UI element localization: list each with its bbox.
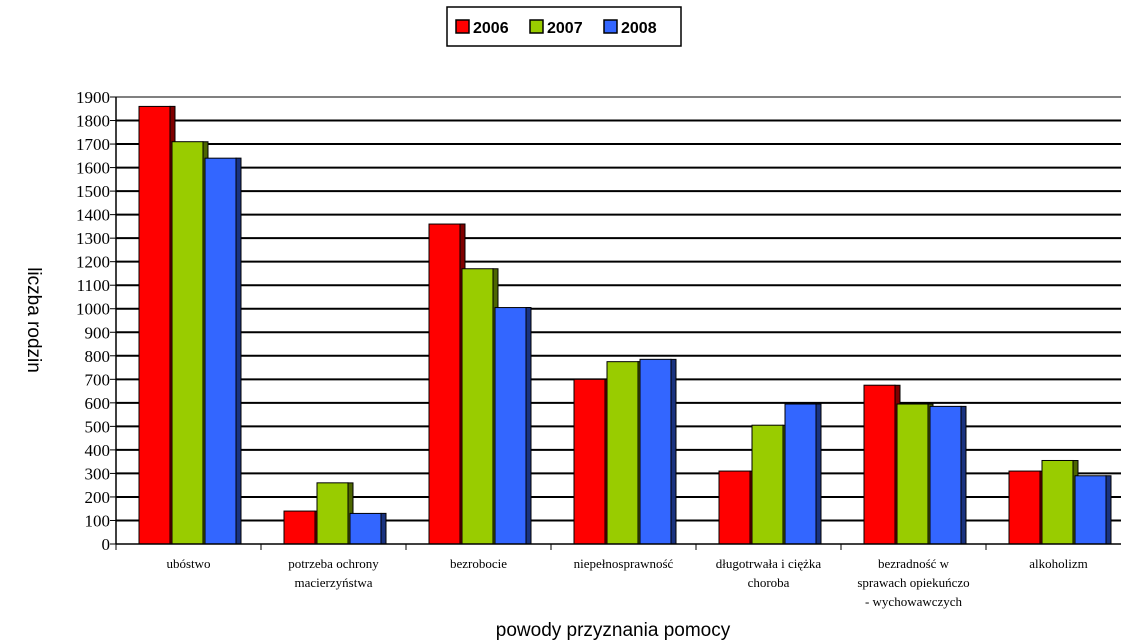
x-tick-label: potrzeba ochrony xyxy=(288,556,379,571)
bar-side xyxy=(525,307,532,545)
x-axis-title: powody przyznania pomocy xyxy=(496,620,731,641)
bar xyxy=(316,482,349,545)
bar xyxy=(461,268,494,545)
bar xyxy=(1041,459,1074,545)
bar xyxy=(896,403,929,545)
y-tick-label: 1800 xyxy=(76,112,110,131)
y-tick-label: 200 xyxy=(85,488,111,507)
legend-box xyxy=(446,6,682,47)
x-tick-label: bezrobocie xyxy=(450,556,507,571)
bar xyxy=(283,510,316,545)
y-tick-label: 900 xyxy=(85,323,111,342)
y-tick-label: 300 xyxy=(85,464,111,483)
x-tick-label: ubóstwo xyxy=(166,556,210,571)
x-tick-label: długotrwała i ciężka xyxy=(716,556,822,571)
x-tick-label: macierzyństwa xyxy=(295,575,373,590)
x-tick-label: alkoholizm xyxy=(1029,556,1088,571)
bar xyxy=(1074,475,1107,545)
bar xyxy=(494,307,527,545)
bars xyxy=(138,105,1112,545)
y-tick-label: 1700 xyxy=(76,135,110,154)
bar-side xyxy=(380,512,387,545)
bar xyxy=(718,470,751,545)
y-tick-label: 1100 xyxy=(77,276,110,295)
bar xyxy=(639,358,672,545)
bar xyxy=(863,384,896,545)
y-tick-label: 700 xyxy=(85,370,111,389)
y-tick-label: 0 xyxy=(102,535,111,554)
axes: 0 100 200 300 400 500 600 700 800 900 1000 1100 1200… xyxy=(76,88,1121,609)
y-tick-label: 400 xyxy=(85,441,111,460)
x-tick-label: - wychowawczych xyxy=(865,594,963,609)
bar xyxy=(171,141,204,545)
bar xyxy=(138,105,171,545)
y-tick-label: 1000 xyxy=(76,300,110,319)
y-tick-label: 500 xyxy=(85,417,111,436)
bar xyxy=(573,378,606,545)
bar-side xyxy=(235,157,242,545)
y-tick-label: 100 xyxy=(85,511,111,530)
y-tick-label: 1400 xyxy=(76,206,110,225)
y-tick-label: 1600 xyxy=(76,159,110,178)
x-tick-label: niepełnosprawność xyxy=(574,556,674,571)
y-tick-label: 600 xyxy=(85,394,111,413)
legend-swatch xyxy=(529,19,544,34)
y-tick-label: 1500 xyxy=(76,182,110,201)
y-tick-label: 1300 xyxy=(76,229,110,248)
bar-side xyxy=(1105,475,1112,545)
bar-side xyxy=(815,403,822,545)
bar xyxy=(204,157,237,545)
legend-label: 2007 xyxy=(547,20,583,37)
x-tick-label: choroba xyxy=(748,575,790,590)
y-tick-label: 800 xyxy=(85,347,111,366)
x-tick-label: sprawach opiekuńczo xyxy=(857,575,969,590)
bar xyxy=(349,512,382,545)
bar-side xyxy=(670,358,677,545)
y-tick-label: 1900 xyxy=(76,88,110,107)
x-tick-label: bezradność w xyxy=(878,556,950,571)
legend: 2006 2007 2008 xyxy=(446,6,682,47)
legend-label: 2008 xyxy=(621,20,657,37)
legend-swatch xyxy=(603,19,618,34)
bar xyxy=(929,405,962,545)
bar xyxy=(428,223,461,545)
y-tick-label: 1200 xyxy=(76,253,110,272)
legend-swatch xyxy=(455,19,470,34)
bar xyxy=(784,403,817,545)
bar xyxy=(1008,470,1041,545)
legend-label: 2006 xyxy=(473,20,509,37)
y-axis-title: liczba rodzin xyxy=(23,267,44,373)
bar-side xyxy=(960,405,967,545)
bar xyxy=(606,361,639,545)
bar xyxy=(751,424,784,545)
